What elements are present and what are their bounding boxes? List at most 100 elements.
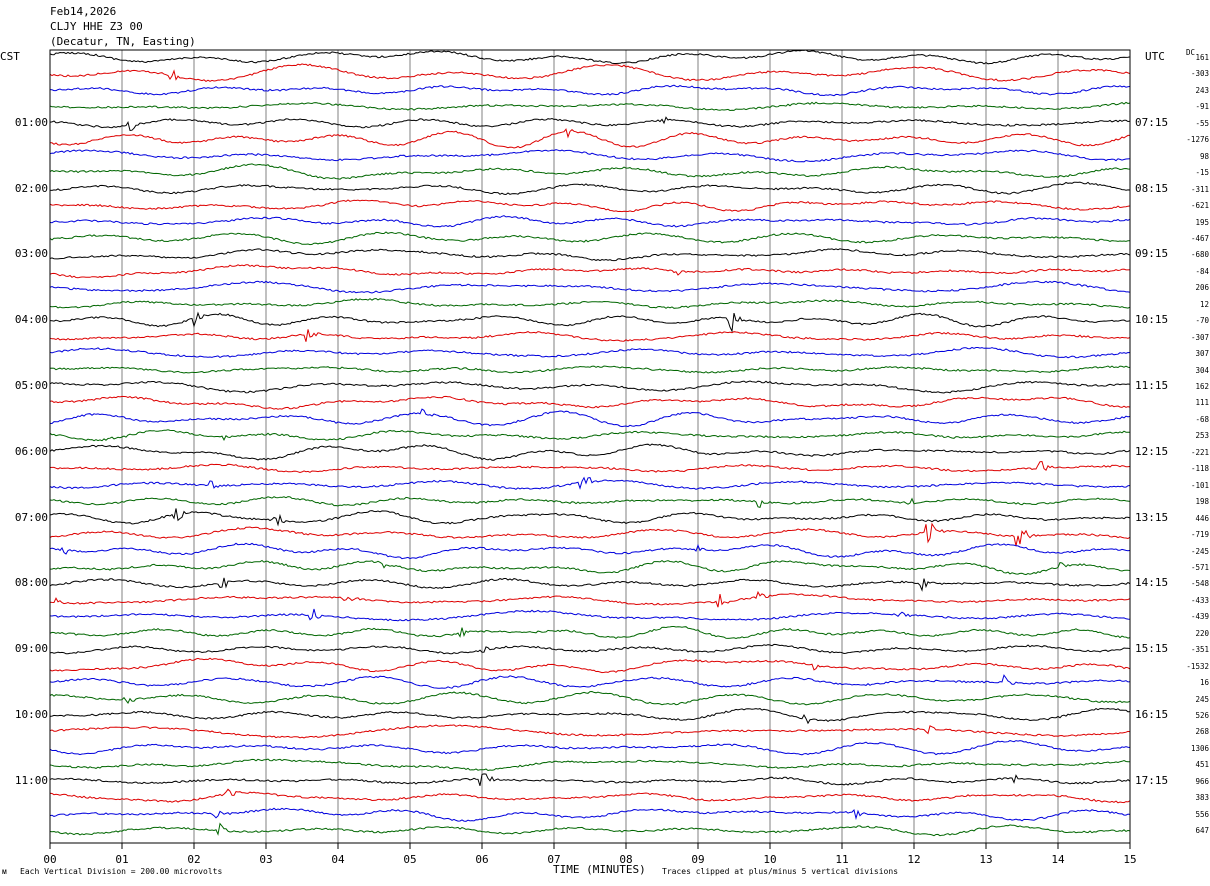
trace-row-44 [49, 773, 1131, 786]
dc-offset-label: -118 [1190, 464, 1209, 474]
trace-row-19 [49, 365, 1131, 374]
x-tick-label-12: 12 [907, 853, 921, 866]
dc-offset-label: -433 [1190, 595, 1209, 605]
left-time-label: 06:00 [14, 444, 48, 458]
dc-offset-label: -680 [1190, 250, 1209, 260]
trace-row-30 [49, 542, 1131, 560]
trace-row-32 [49, 577, 1131, 592]
left-time-label: 01:00 [14, 115, 48, 129]
trace-row-22 [49, 408, 1131, 428]
trace-row-31 [50, 559, 1131, 576]
dc-offset-label: 98 [1199, 151, 1209, 161]
dc-offset-label: -221 [1190, 447, 1209, 457]
dc-offset-label: 307 [1195, 349, 1209, 359]
dc-offset-label: -467 [1190, 233, 1209, 243]
x-tick-label-03: 03 [259, 853, 273, 866]
trace-row-29 [49, 522, 1131, 547]
dc-offset-label: -68 [1195, 414, 1209, 424]
trace-row-25 [49, 460, 1131, 474]
trace-row-3 [49, 101, 1131, 112]
minute-gridlines [121, 50, 1059, 843]
dc-offset-label: 451 [1195, 760, 1209, 770]
trace-row-38 [49, 674, 1131, 689]
trace-row-34 [49, 608, 1131, 622]
dc-offset-label: 245 [1195, 694, 1209, 704]
trace-row-41 [49, 724, 1131, 739]
trace-row-5 [49, 128, 1130, 149]
trace-row-28 [49, 508, 1131, 527]
dc-offset-label: 195 [1195, 217, 1209, 227]
dc-offset-label: -621 [1190, 201, 1209, 211]
dc-offset-label: 16 [1199, 678, 1209, 688]
trace-row-46 [49, 807, 1131, 822]
trace-row-17 [49, 329, 1131, 342]
dc-offset-label: -101 [1190, 480, 1209, 490]
dc-offset-label: 111 [1195, 398, 1209, 408]
trace-row-7 [49, 163, 1131, 180]
right-time-label: 08:15 [1135, 181, 1169, 195]
dc-offset-label: -55 [1195, 118, 1209, 128]
right-time-label: 09:15 [1135, 247, 1169, 261]
trace-row-11 [49, 231, 1130, 246]
dc-offset-label: 556 [1195, 809, 1209, 819]
trace-row-15 [49, 297, 1131, 309]
right-time-label: 11:15 [1135, 379, 1169, 392]
dc-offset-label: 966 [1195, 776, 1209, 786]
trace-row-9 [49, 199, 1131, 213]
x-tick-label-15: 15 [1123, 853, 1137, 866]
dc-offset-label: 206 [1195, 283, 1209, 293]
x-tick-label-05: 05 [403, 853, 417, 866]
trace-row-0 [49, 49, 1131, 65]
x-tick-label-10: 10 [763, 853, 777, 866]
x-tick-label-07: 07 [547, 853, 561, 866]
left-time-label: 07:00 [14, 510, 48, 524]
dc-offset-label: 253 [1195, 431, 1209, 441]
dc-offset-label: 383 [1195, 793, 1209, 803]
dc-header: DC [1186, 48, 1196, 57]
x-tick-label-09: 09 [691, 853, 705, 866]
header-station: CLJY HHE Z3 00 [50, 20, 143, 33]
dc-offset-label: -15 [1195, 168, 1209, 178]
trace-row-20 [49, 380, 1131, 394]
right-timezone: UTC [1145, 50, 1165, 63]
trace-row-36 [49, 643, 1131, 655]
left-time-label: 08:00 [14, 576, 48, 590]
right-time-label: 14:15 [1135, 576, 1169, 590]
trace-row-40 [49, 707, 1131, 725]
dc-offset-label: 526 [1195, 711, 1209, 720]
x-tick-label-11: 11 [835, 853, 849, 866]
x-tick-label-04: 04 [331, 853, 345, 866]
dc-offset-label: -84 [1195, 266, 1209, 276]
header-location: (Decatur, TN, Easting) [50, 35, 196, 48]
dc-offset-label: -91 [1195, 102, 1209, 112]
x-tick-label-01: 01 [115, 853, 129, 866]
dc-offset-label: -1276 [1186, 135, 1209, 145]
right-time-label: 15:15 [1135, 642, 1169, 656]
dc-offset-label: -70 [1195, 316, 1209, 326]
x-tick-label-08: 08 [619, 853, 633, 866]
x-tick-label-02: 02 [187, 853, 201, 866]
trace-row-26 [49, 476, 1131, 490]
trace-row-12 [49, 248, 1131, 262]
trace-row-27 [49, 496, 1131, 509]
right-time-label: 17:15 [1135, 773, 1169, 787]
trace-row-6 [49, 149, 1131, 163]
trace-row-8 [49, 181, 1131, 196]
trace-row-33 [49, 590, 1131, 608]
clip-note: Traces clipped at plus/minus 5 vertical … [662, 867, 899, 876]
left-time-label: 03:00 [14, 247, 48, 261]
trace-row-16 [49, 311, 1131, 333]
trace-row-13 [49, 264, 1131, 279]
left-time-label: 10:00 [14, 708, 48, 721]
trace-row-18 [49, 346, 1131, 359]
left-time-label: 11:00 [14, 773, 48, 787]
trace-row-43 [49, 758, 1130, 772]
dc-offset-label: -311 [1190, 184, 1209, 194]
header-date: Feb14,2026 [50, 5, 117, 18]
trace-row-2 [49, 84, 1131, 97]
trace-row-37 [49, 657, 1131, 674]
dc-offset-label: 1306 [1190, 743, 1209, 753]
trace-row-45 [49, 788, 1131, 804]
dc-offset-label: -719 [1190, 530, 1209, 540]
